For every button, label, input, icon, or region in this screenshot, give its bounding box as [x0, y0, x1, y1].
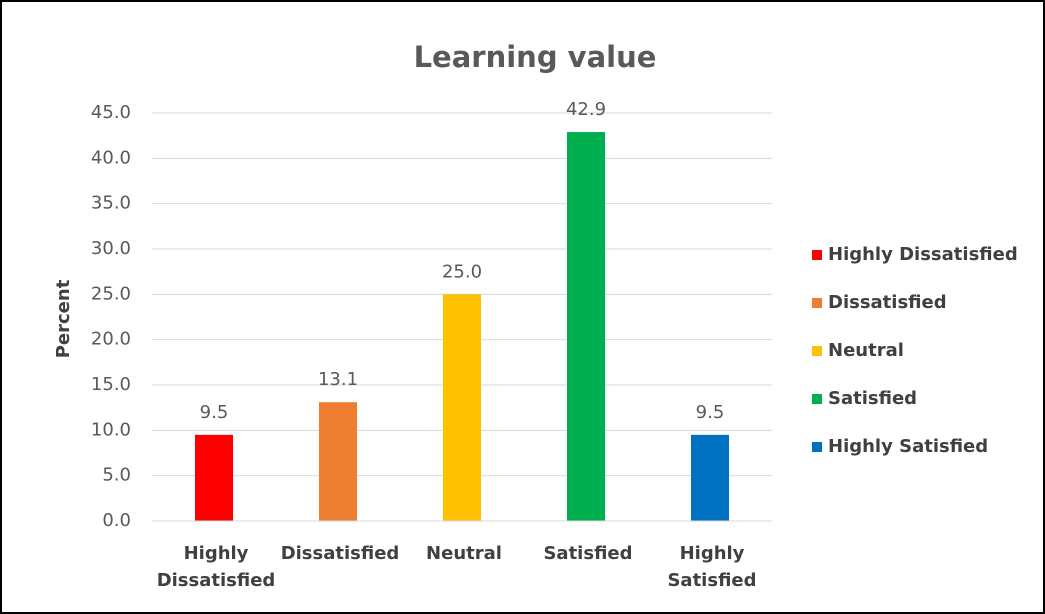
y-tick-label: 5.0: [102, 465, 131, 486]
data-label: 42.9: [566, 99, 606, 120]
legend-label: Highly Dissatisfied: [828, 244, 1018, 265]
y-tick-label: 0.0: [102, 510, 131, 531]
legend-label: Satisfied: [828, 388, 917, 409]
x-tick-label: Neutral: [426, 543, 502, 564]
legend-label: Highly Satisfied: [828, 436, 988, 457]
x-tick-label: Highly Dissatisfied: [156, 543, 276, 591]
bar: [567, 132, 605, 522]
legend-label: Neutral: [828, 340, 904, 361]
bar: [319, 402, 357, 521]
legend-swatch: [812, 442, 822, 452]
bar: [195, 434, 233, 521]
bar: [691, 434, 729, 521]
x-tick-label: Dissatisfied: [280, 543, 400, 564]
y-tick-label: 25.0: [91, 283, 131, 304]
data-label: 13.1: [318, 369, 358, 390]
y-tick-label: 15.0: [91, 374, 131, 395]
legend-swatch: [812, 394, 822, 404]
legend-swatch: [812, 298, 822, 308]
legend-swatch: [812, 346, 822, 356]
y-tick-label: 30.0: [91, 238, 131, 259]
y-tick-label: 35.0: [91, 193, 131, 214]
data-label: 9.5: [200, 402, 229, 423]
data-label: 25.0: [442, 261, 482, 282]
x-tick-label: Satisfied: [543, 543, 633, 564]
legend-label: Dissatisfied: [828, 292, 947, 313]
legend-swatch: [812, 250, 822, 260]
y-tick-label: 20.0: [91, 329, 131, 350]
x-tick-label: Highly Satisfied: [667, 543, 757, 591]
y-tick-label: 40.0: [91, 147, 131, 168]
bar: [443, 294, 481, 521]
y-axis-label: Percent: [53, 279, 74, 358]
chart-title: Learning value: [414, 40, 657, 74]
y-tick-label: 10.0: [91, 419, 131, 440]
y-tick-label: 45.0: [91, 102, 131, 123]
data-label: 9.5: [696, 402, 725, 423]
